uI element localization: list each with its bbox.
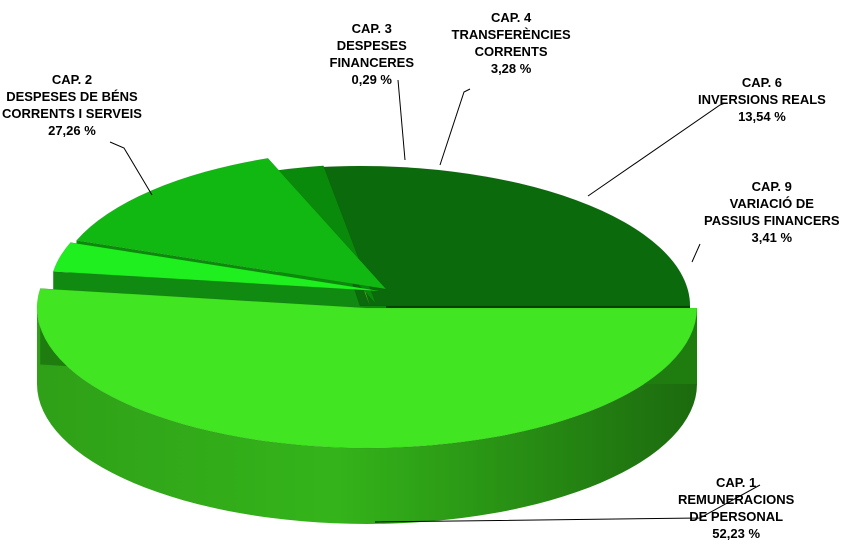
slice-cap6 — [75, 157, 388, 290]
data-label-value: 52,23 % — [712, 526, 760, 541]
data-label-line: CAP. 2 — [51, 72, 93, 87]
data-label-cap4: CAP. 4 TRANSFERÈNCIES CORRENTS 3,28 % — [452, 9, 571, 77]
data-label-line: PASSIUS FINANCERS — [704, 213, 840, 228]
data-label-line: CAP. 6 — [741, 75, 783, 90]
data-label-line: DESPESES DE BÉNS — [6, 89, 138, 104]
leader-line-cap1 — [374, 484, 761, 523]
data-label-line: TRANSFERÈNCIES — [451, 27, 571, 42]
slice-cap2 — [312, 165, 691, 307]
data-label-value: 3,28 % — [490, 61, 532, 76]
data-label-cap6: CAP. 6 INVERSIONS REALS 13,54 % — [698, 74, 826, 125]
data-label-line: CAP. 4 — [490, 10, 532, 25]
data-label-line: CAP. 3 — [351, 21, 392, 36]
data-label-line: CAP. 9 — [751, 179, 792, 194]
slice-side-cap1 — [37, 308, 697, 524]
data-label-line: DE PERSONAL — [689, 509, 784, 524]
data-label-value: 13,54 % — [738, 109, 786, 124]
leader-line-cap9 — [691, 243, 701, 263]
data-label-line: DESPESES — [336, 38, 407, 53]
data-label-value: 0,29 % — [351, 72, 392, 87]
data-label-line: CAP. 1 — [716, 475, 757, 490]
leader-line-cap2 — [109, 141, 153, 196]
data-label-line: CORRENTS I SERVEIS — [2, 106, 142, 121]
data-label-cap1: CAP. 1 REMUNERACIONS DE PERSONAL 52,23 % — [678, 474, 794, 542]
data-label-line: INVERSIONS REALS — [698, 92, 826, 107]
data-label-cap2: CAP. 2 DESPESES DE BÉNS CORRENTS I SERVEIS… — [2, 71, 142, 139]
data-label-line: FINANCERES — [329, 55, 415, 70]
leader-line-cap3 — [397, 79, 406, 161]
data-label-cap9: CAP. 9 VARIACIÓ DE PASSIUS FINANCERS 3,41 % — [704, 178, 840, 246]
leader-line-cap4 — [439, 88, 471, 166]
leader-line-cap6 — [587, 102, 726, 197]
slice-cap1 — [36, 288, 698, 449]
data-label-cap3: CAP. 3 DESPESES FINANCERES 0,29 % — [330, 20, 415, 88]
data-label-line: VARIACIÓ DE — [729, 196, 814, 211]
leader-line-layer — [109, 79, 761, 523]
pie-top-layer — [36, 157, 698, 449]
data-label-value: 3,41 % — [751, 230, 793, 245]
data-label-value: 27,26 % — [48, 123, 96, 138]
slice-cap9 — [52, 242, 381, 292]
data-label-line: REMUNERACIONS — [678, 492, 795, 507]
data-label-line: CORRENTS — [474, 44, 548, 59]
